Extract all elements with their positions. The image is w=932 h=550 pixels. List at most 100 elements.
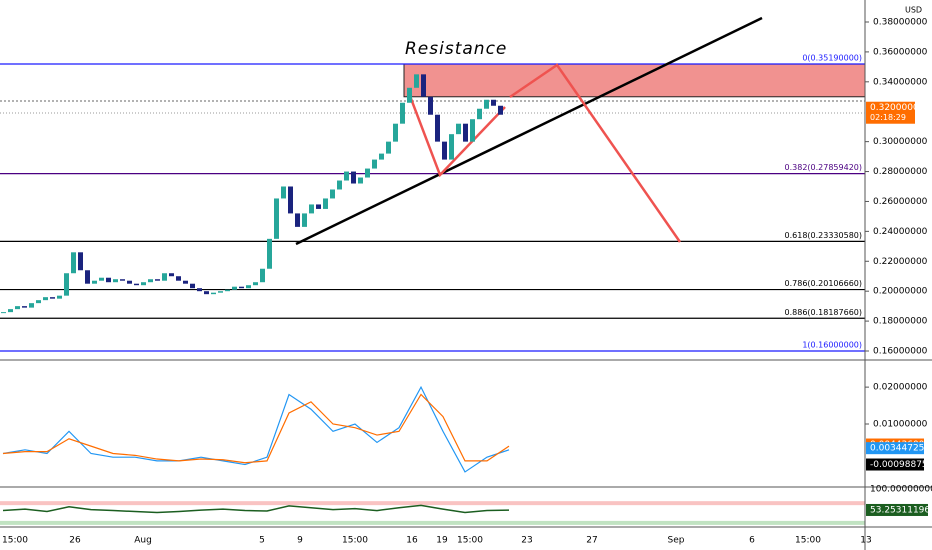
candle: [176, 276, 181, 281]
fib-label: 0.618(0.23330580): [785, 231, 863, 240]
value-label: 0.00344725: [870, 444, 924, 454]
candle: [120, 279, 125, 281]
fib-label: 0.886(0.18187660): [785, 308, 863, 317]
candle: [484, 99, 489, 109]
countdown: 02:18:29: [870, 113, 906, 122]
projection: [509, 63, 682, 243]
x-tick-label: 15:00: [2, 536, 28, 546]
candle: [491, 99, 496, 106]
candle: [218, 291, 223, 293]
candle: [358, 177, 363, 184]
x-tick-label: 26: [69, 536, 81, 546]
y-tick-label: 0.24000000: [873, 227, 928, 237]
candle: [372, 159, 377, 169]
candle: [64, 273, 69, 296]
x-tick-label: 15:00: [342, 536, 368, 546]
candle: [155, 279, 160, 281]
candle: [379, 153, 384, 160]
candle: [141, 282, 146, 286]
candle: [8, 309, 13, 313]
candle: [22, 306, 27, 308]
value-box: [866, 458, 924, 471]
candle: [50, 297, 55, 299]
candle: [183, 280, 188, 284]
candle: [92, 280, 97, 284]
candle: [267, 238, 272, 269]
candle: [456, 123, 461, 135]
candle: [260, 268, 265, 283]
value-box: [866, 442, 924, 455]
oversold-band: [0, 520, 865, 525]
candle: [106, 277, 111, 283]
y-tick-label: 0.20000000: [873, 287, 928, 297]
candle: [99, 277, 104, 281]
y-tick-label: 0.02000000: [873, 383, 928, 393]
currency: USD: [905, 6, 922, 15]
candle: [162, 273, 167, 281]
candle: [400, 102, 405, 124]
candle: [134, 283, 139, 286]
last-price-box: [866, 101, 915, 124]
y-tick-label: 0.30000000: [873, 137, 928, 147]
overbought-band: [0, 501, 865, 506]
candle: [197, 288, 202, 292]
candle: [344, 171, 349, 181]
candle: [246, 285, 251, 289]
candle: [421, 74, 426, 97]
x-tick-label: 27: [586, 536, 597, 546]
candle: [71, 252, 76, 274]
x-tick-label: 23: [521, 536, 532, 546]
candle: [477, 108, 482, 120]
candle: [407, 87, 412, 103]
value-label: 53.25311196: [870, 505, 930, 515]
x-tick-label: 16: [406, 536, 418, 546]
candle: [386, 141, 391, 154]
x-tick-label: 19: [436, 536, 448, 546]
rsi-line: [2, 504, 510, 514]
candle: [204, 291, 209, 295]
candle: [29, 303, 34, 308]
candle: [393, 123, 398, 142]
value-label: 100.00000000: [870, 485, 932, 495]
value-label: -0.00098875: [870, 460, 928, 470]
x-tick-label: Aug: [134, 536, 152, 546]
candle: [43, 297, 48, 301]
candle: [470, 119, 475, 142]
x-tick-label: 6: [749, 536, 755, 546]
y-tick-label: 0.34000000: [873, 77, 928, 87]
candle: [442, 141, 447, 160]
candle: [15, 306, 20, 310]
candle: [274, 198, 279, 239]
candle: [113, 279, 118, 283]
candle: [211, 292, 216, 295]
candle: [85, 270, 90, 284]
y-tick-label: 0.26000000: [873, 197, 928, 207]
y-tick-label: 0.36000000: [873, 47, 928, 57]
candle: [288, 186, 293, 214]
candle: [281, 186, 286, 199]
candle: [253, 282, 258, 286]
candle: [498, 105, 503, 115]
candle: [365, 168, 370, 178]
candle: [463, 123, 468, 142]
candle: [316, 204, 321, 209]
candle: [232, 286, 237, 290]
trendline: [295, 16, 763, 246]
x-tick-label: 9: [297, 536, 303, 546]
candle: [148, 279, 153, 283]
candle: [295, 213, 300, 227]
fib-label: 0(0.35190000): [802, 54, 862, 63]
candle: [36, 300, 41, 304]
candle: [239, 286, 244, 289]
candle: [1, 312, 6, 314]
candle: [225, 289, 230, 292]
macd-line: [2, 385, 510, 473]
fib-label: 1(0.16000000): [802, 341, 862, 350]
candle: [435, 114, 440, 142]
candle: [190, 283, 195, 289]
x-tick-label: 13: [860, 536, 871, 546]
fib-label: 0.786(0.20106660): [785, 279, 863, 288]
candle: [302, 213, 307, 227]
candle: [169, 273, 174, 277]
